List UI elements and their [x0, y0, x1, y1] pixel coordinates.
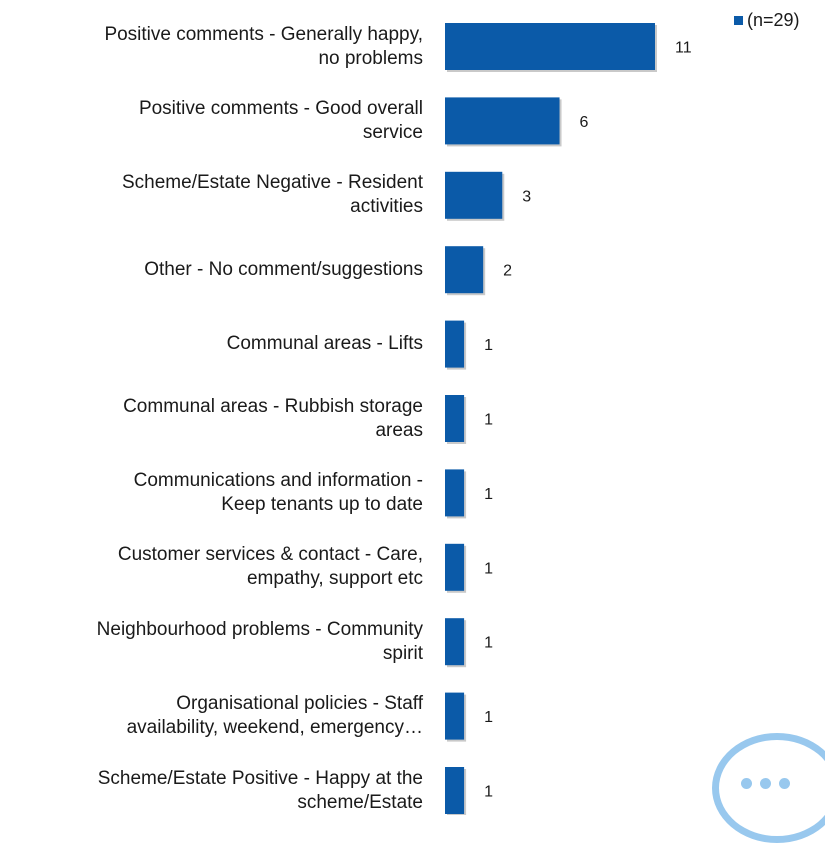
bar	[445, 246, 484, 294]
data-label: 1	[484, 784, 493, 801]
data-label: 1	[484, 709, 493, 726]
category-label: Customer services & contact - Care, empat…	[117, 544, 423, 590]
category-label: Positive comments - Generally happy, no p…	[104, 23, 423, 69]
bar	[445, 97, 560, 145]
bar	[445, 23, 655, 70]
chat-bubble-icon[interactable]	[712, 733, 825, 843]
category-label: Neighbourhood problems - Community spirit	[96, 618, 423, 664]
bar	[445, 320, 465, 368]
bar	[445, 618, 465, 666]
category-label: Other - No comment/suggestions	[144, 258, 423, 280]
data-label: 11	[675, 40, 692, 57]
bar	[445, 395, 465, 442]
dot-icon	[741, 778, 752, 789]
dot-icon	[779, 778, 790, 789]
data-label: 1	[484, 486, 493, 503]
category-label: Positive comments - Good overall service	[138, 97, 423, 143]
data-label: 1	[484, 412, 493, 429]
category-label: Communal areas - Lifts	[226, 333, 423, 355]
data-label: 2	[503, 263, 512, 280]
bar	[445, 692, 465, 740]
category-label: Organisational policies - Staff availabil…	[126, 693, 423, 739]
data-label: 1	[484, 635, 493, 652]
bar	[445, 543, 465, 591]
legend-swatch	[734, 16, 743, 25]
bar	[445, 469, 465, 517]
data-label: 3	[522, 188, 531, 205]
bar	[445, 767, 465, 814]
chart: 11 6 3 2 1 1 1 1 1 1 1 Positive comments - General…	[96, 10, 800, 815]
legend: (n=29)	[734, 10, 800, 31]
legend-label: (n=29)	[747, 10, 800, 30]
category-label: Scheme/Estate Negative - Resident activit…	[122, 172, 423, 218]
data-label: 1	[484, 560, 493, 577]
dot-icon	[760, 778, 771, 789]
data-label: 6	[580, 114, 589, 131]
bar	[445, 171, 503, 219]
data-label: 1	[484, 337, 493, 354]
category-label: Scheme/Estate Positive - Happy at the sch…	[97, 767, 423, 813]
category-label: Communal areas - Rubbish storage areas	[123, 395, 423, 441]
category-label: Communications and information - Keep ten…	[133, 469, 423, 515]
